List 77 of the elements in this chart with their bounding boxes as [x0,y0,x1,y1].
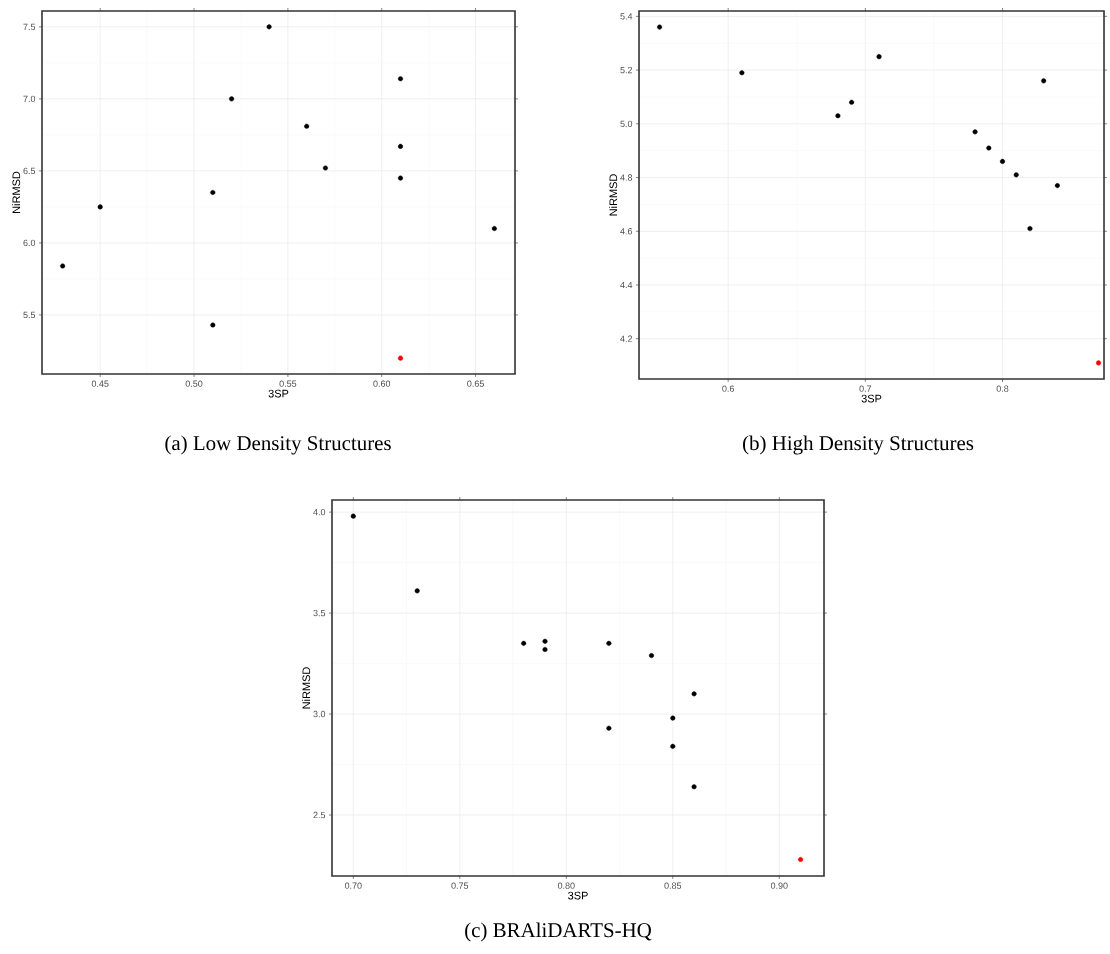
y-tick-label: 5.0 [620,120,633,127]
text: (a) Low Density Structures [165,435,391,455]
y-axis-title: NiRMSD [302,667,311,709]
point [521,640,527,646]
x-tick-label: 0.8 [996,385,1009,392]
x-tick-label: 0.85 [664,882,682,889]
x-tick-label: 0.55 [279,380,297,387]
point [210,189,216,195]
point [835,113,841,119]
y-axis-title: NiRMSD [609,174,618,216]
y-tick-label: 4.6 [620,228,633,235]
point [1041,78,1047,84]
text: (c) BRAliDARTS-HQ [465,922,652,942]
point [210,322,216,328]
point [398,355,404,361]
y-axis-title: NiRMSD [12,171,21,213]
point [606,640,612,646]
point [398,76,404,82]
y-tick-label: 7.5 [23,23,36,30]
point [1096,360,1102,366]
x-tick-label: 0.60 [373,380,391,387]
y-tick-label: 5.2 [620,66,633,74]
x-axis-title: 3SP [568,891,588,900]
point [1000,158,1006,164]
point [972,129,978,135]
point [648,652,654,658]
x-tick-label: 0.6 [722,385,735,392]
text: (b) High Density Structures [743,435,974,455]
point [398,143,404,149]
y-tick-label: 3.5 [313,609,326,617]
y-tick-label: 4.2 [620,335,633,342]
point [691,784,697,790]
point [542,638,548,644]
y-tick-label: 5.5 [23,311,36,319]
point [1054,183,1060,189]
y-tick-label: 4.0 [313,508,326,516]
y-tick-label: 3.0 [313,710,326,718]
x-tick-label: 0.70 [344,882,362,889]
x-axis-title: 3SP [861,394,882,403]
point [670,743,676,749]
x-tick-label: 0.45 [91,380,109,387]
y-tick-label: 2.5 [313,811,326,819]
x-tick-label: 0.7 [859,385,872,392]
point [1027,226,1033,232]
point [798,856,804,862]
x-tick-label: 0.90 [770,882,788,889]
point [322,165,328,171]
point [491,226,497,231]
y-tick-label: 4.4 [620,281,633,289]
point [266,24,272,30]
x-axis-title: 3SP [268,389,289,398]
point [739,70,745,76]
x-tick-label: 0.65 [467,380,484,387]
y-tick-label: 4.8 [620,174,633,181]
point [398,175,404,181]
y-tick-label: 7.0 [23,95,36,103]
point [414,588,420,594]
point [691,691,697,697]
point [849,99,855,105]
y-tick-label: 5.4 [620,13,633,20]
point [1013,172,1019,178]
y-tick-label: 6.0 [23,239,36,247]
point [986,145,992,151]
point [304,123,310,129]
point [657,24,663,30]
point [542,646,548,652]
y-tick-label: 6.5 [23,167,36,175]
point [350,513,356,519]
point [97,204,103,210]
point [670,715,676,721]
point [876,54,882,60]
x-tick-label: 0.50 [185,380,203,387]
point [606,725,612,731]
point [60,263,66,269]
x-tick-label: 0.80 [557,882,575,889]
x-tick-label: 0.75 [451,882,469,889]
point [229,96,235,102]
